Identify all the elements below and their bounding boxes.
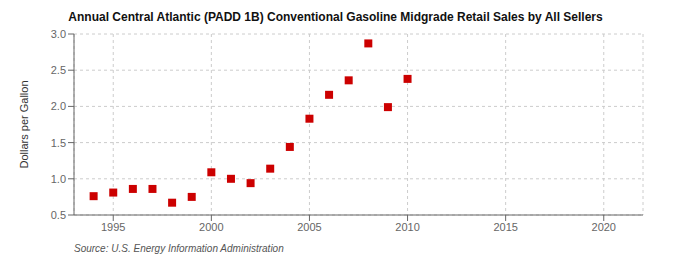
svg-text:2.0: 2.0 (51, 100, 66, 112)
html-text:Annual Central Atlantic (PADD: Annual Central Atlantic (PADD 1B) Conven… (68, 10, 603, 24)
svg-text:0.5: 0.5 (51, 209, 66, 221)
svg-text:2010: 2010 (395, 221, 419, 233)
svg-text:2005: 2005 (297, 221, 321, 233)
svg-text:1995: 1995 (101, 221, 125, 233)
svg-text:2020: 2020 (592, 221, 616, 233)
svg-text:2000: 2000 (199, 221, 223, 233)
svg-text:2.5: 2.5 (51, 64, 66, 76)
svg-text:1.0: 1.0 (51, 173, 66, 185)
svg-text:Dollars per Gallon: Dollars per Gallon (18, 80, 30, 168)
svg-text:2015: 2015 (493, 221, 517, 233)
html-text:Source: U.S. Energy Informatio: Source: U.S. Energy Information Administ… (74, 243, 284, 254)
svg-text:1.5: 1.5 (51, 137, 66, 149)
svg-text:3.0: 3.0 (51, 28, 66, 40)
